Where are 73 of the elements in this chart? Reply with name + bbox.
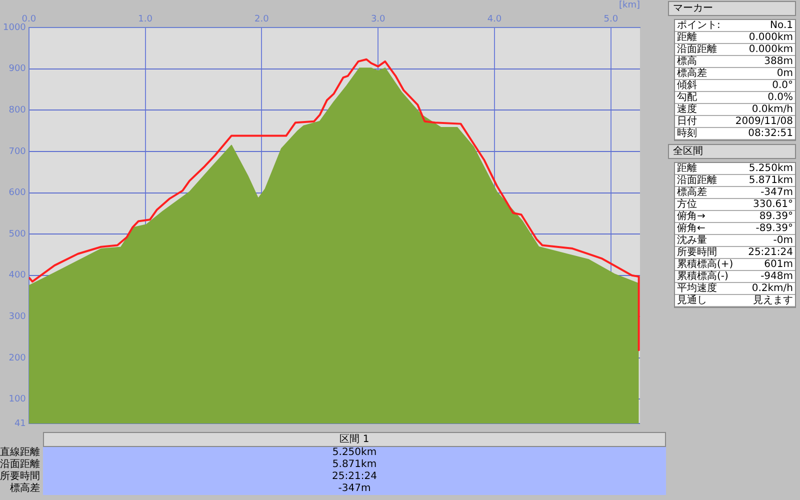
text: 601m [764, 259, 793, 270]
text: 日付 [677, 116, 697, 127]
text: マーカー [668, 1, 796, 16]
text: 標高差 [9, 483, 41, 495]
text: 俯角→ [677, 211, 706, 222]
text: 方位 [677, 199, 697, 210]
text: 傾斜 [677, 80, 697, 91]
text: 所要時間 [677, 247, 717, 258]
y-tick-label: 400 [8, 270, 26, 281]
text: 見えます [753, 295, 793, 306]
text: 標高差 [677, 68, 707, 79]
y-tick-label: 800 [8, 106, 26, 116]
text: 距離 [677, 163, 697, 174]
text: 時刻 [677, 128, 697, 139]
text: 標高差 [677, 187, 707, 198]
text: 0.0km/h [752, 104, 793, 115]
text: 速度 [677, 104, 697, 115]
y-tick-label: 700 [8, 146, 26, 157]
text: 沿面距離 [677, 44, 717, 55]
x-tick-label: 1.0 [138, 14, 153, 25]
text: 累積標高(-) [677, 271, 728, 282]
x-tick-label: 4.0 [487, 14, 502, 25]
text: 0.0° [772, 80, 793, 91]
text: -347m [760, 187, 793, 198]
y-tick-label: 200 [8, 353, 26, 364]
text: 直線距離 [0, 447, 41, 459]
text: 0.000km [748, 44, 793, 55]
y-tick-label: 500 [8, 229, 26, 240]
text: 平均速度 [677, 283, 717, 294]
text: 見通し [677, 295, 707, 306]
text: 俯角← [677, 223, 706, 234]
text: 5.871km [748, 175, 793, 186]
text: 0.0% [768, 92, 793, 103]
text: -89.39° [756, 223, 793, 234]
text: 沿面距離 [677, 175, 717, 186]
x-axis-title: [km] [618, 0, 640, 11]
x-tick-label: 2.0 [254, 14, 270, 25]
text: 0m [776, 68, 793, 79]
text: 5.250km [748, 163, 793, 174]
text: 0.000km [748, 32, 793, 43]
text: 距離 [677, 32, 697, 43]
text: 所要時間 [0, 471, 41, 482]
text: 勾配 [677, 92, 697, 103]
text: 沿面距離 [0, 459, 41, 470]
text: -0m [773, 235, 793, 246]
y-tick-label: 100 [8, 394, 26, 405]
x-tick-label: 0.0 [22, 14, 36, 25]
y-tick-label: 600 [8, 188, 26, 198]
text: No.1 [770, 20, 793, 31]
text: 388m [764, 56, 793, 67]
text: 全区間 [668, 144, 796, 159]
text: 2009/11/08 [735, 116, 793, 127]
text: 0.2km/h [752, 283, 793, 294]
text: 08:32:51 [748, 128, 793, 139]
x-tick-label: 3.0 [370, 14, 386, 25]
text: 区間 1 [43, 432, 666, 447]
text: 標高 [677, 56, 697, 67]
text: -948m [760, 271, 793, 282]
text: ポイント: [677, 20, 720, 31]
y-tick-label: 300 [8, 312, 26, 322]
text: 25:21:24 [748, 247, 793, 258]
text: 5.250km [43, 447, 666, 459]
text: 89.39° [759, 211, 793, 222]
x-tick-label: 5.0 [604, 14, 618, 25]
text: 330.61° [753, 199, 793, 210]
text: 沈み量 [677, 235, 707, 246]
y-tick-label: 41 [14, 418, 26, 429]
text: 5.871km [43, 459, 666, 471]
y-tick-label: 1000 [3, 22, 26, 33]
text: -347m [43, 483, 666, 495]
y-tick-label: 900 [8, 64, 26, 74]
text: 累積標高(+) [677, 259, 734, 270]
text: 25:21:24 [43, 471, 666, 483]
